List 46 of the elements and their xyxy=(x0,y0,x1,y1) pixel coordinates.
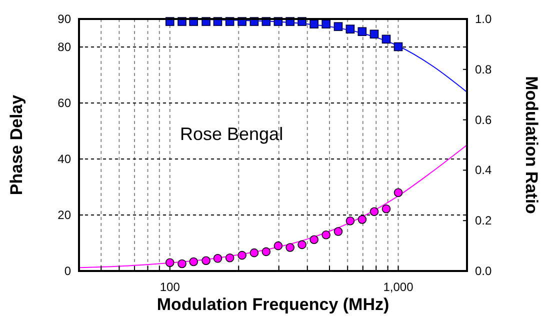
y2-tick-label: 0.4 xyxy=(475,163,492,178)
point xyxy=(310,20,318,28)
point xyxy=(346,216,355,226)
point xyxy=(334,22,343,31)
point xyxy=(178,259,186,268)
y2-tick-label: 1.0 xyxy=(475,12,492,26)
y2-axis-title: Modulation Ratio xyxy=(522,76,541,214)
point xyxy=(358,27,367,36)
point xyxy=(225,253,234,262)
y-tick-label: 60 xyxy=(58,96,72,110)
point xyxy=(274,241,283,250)
annotation: Rose Bengal xyxy=(180,124,284,144)
point xyxy=(189,257,198,266)
point xyxy=(310,235,318,244)
point xyxy=(394,42,403,52)
point xyxy=(286,243,294,252)
y-tick-label: 40 xyxy=(58,152,72,166)
point xyxy=(370,30,379,39)
point xyxy=(346,24,355,34)
y-tick-label: 80 xyxy=(58,40,72,54)
y2-tick-label: 0.8 xyxy=(475,62,492,76)
y2-tick-label: 0.6 xyxy=(475,112,492,127)
point xyxy=(202,256,210,266)
x-axis-title: Modulation Frequency (MHz) xyxy=(156,295,390,314)
point xyxy=(322,20,330,28)
point xyxy=(382,204,391,214)
point xyxy=(213,254,222,263)
point xyxy=(334,227,343,236)
point xyxy=(394,188,403,197)
point xyxy=(382,34,391,44)
point xyxy=(262,247,271,256)
y-tick-label: 20 xyxy=(58,208,72,222)
point xyxy=(238,250,246,260)
x-tick-label: 100 xyxy=(160,280,180,294)
point xyxy=(322,230,330,240)
y2-tick-label: 0.0 xyxy=(475,264,492,278)
point xyxy=(358,215,367,224)
y-axis-title: Phase Delay xyxy=(7,94,26,196)
x-tick-label: 1,000 xyxy=(383,280,414,294)
point xyxy=(165,258,174,267)
y2-tick-label: 0.2 xyxy=(475,214,492,228)
y-tick-label: 0 xyxy=(64,264,72,278)
y-tick-label: 90 xyxy=(58,12,72,26)
point xyxy=(370,207,379,216)
point xyxy=(250,248,259,258)
point xyxy=(298,240,306,250)
